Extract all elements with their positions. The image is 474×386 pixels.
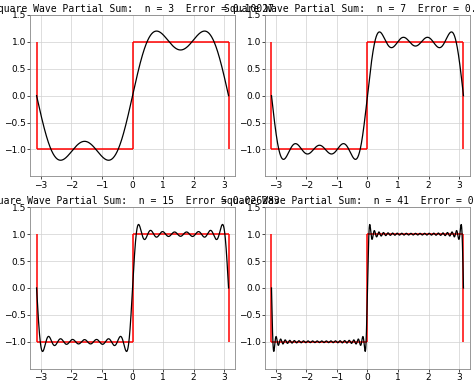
Title: Square Wave Partial Sum:  n = 7  Error = 0.051357: Square Wave Partial Sum: n = 7 Error = 0… (224, 4, 474, 14)
Title: Square Wave Partial Sum:  n = 41  Error = 0.010666: Square Wave Partial Sum: n = 41 Error = … (220, 196, 474, 207)
Title: Square Wave Partial Sum:  n = 3  Error = 0.10027: Square Wave Partial Sum: n = 3 Error = 0… (0, 4, 273, 14)
Title: Square Wave Partial Sum:  n = 15  Error = 0.026283: Square Wave Partial Sum: n = 15 Error = … (0, 196, 280, 207)
